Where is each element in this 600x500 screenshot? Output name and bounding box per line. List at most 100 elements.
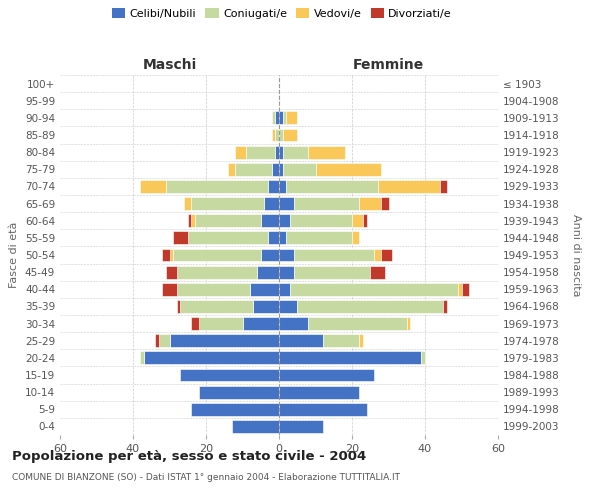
Bar [279, 386, 359, 398]
Bar [363, 214, 367, 227]
Bar [275, 112, 279, 124]
Bar [279, 300, 297, 313]
Bar [308, 146, 344, 158]
Bar [293, 266, 370, 278]
Bar [275, 146, 279, 158]
Bar [261, 214, 279, 227]
Bar [173, 232, 188, 244]
Bar [242, 317, 279, 330]
Bar [191, 317, 199, 330]
Bar [279, 128, 283, 141]
Bar [359, 334, 363, 347]
Bar [308, 317, 407, 330]
Bar [352, 214, 363, 227]
Bar [283, 112, 286, 124]
Bar [235, 146, 246, 158]
Bar [158, 334, 170, 347]
Bar [286, 232, 352, 244]
Bar [352, 232, 359, 244]
Bar [293, 248, 374, 262]
Bar [283, 128, 297, 141]
Bar [177, 300, 181, 313]
Bar [421, 352, 425, 364]
Bar [232, 420, 279, 433]
Bar [253, 300, 279, 313]
Legend: Celibi/Nubili, Coniugati/e, Vedovi/e, Divorziati/e: Celibi/Nubili, Coniugati/e, Vedovi/e, Di… [112, 8, 452, 19]
Bar [443, 300, 447, 313]
Text: Popolazione per età, sesso e stato civile - 2004: Popolazione per età, sesso e stato civil… [12, 450, 366, 463]
Bar [279, 403, 367, 415]
Bar [461, 283, 469, 296]
Bar [181, 300, 253, 313]
Bar [246, 146, 275, 158]
Bar [279, 283, 290, 296]
Bar [188, 232, 268, 244]
Bar [261, 248, 279, 262]
Bar [279, 317, 308, 330]
Bar [191, 214, 195, 227]
Bar [184, 197, 191, 210]
Bar [275, 128, 279, 141]
Bar [166, 180, 268, 193]
Bar [381, 197, 389, 210]
Bar [279, 163, 283, 175]
Bar [162, 283, 177, 296]
Y-axis label: Fasce di età: Fasce di età [10, 222, 19, 288]
Bar [140, 180, 166, 193]
Bar [323, 334, 359, 347]
Bar [279, 248, 293, 262]
Text: Maschi: Maschi [142, 58, 197, 71]
Bar [279, 232, 286, 244]
Bar [155, 334, 158, 347]
Bar [290, 283, 458, 296]
Bar [272, 128, 275, 141]
Bar [283, 146, 308, 158]
Bar [177, 283, 250, 296]
Y-axis label: Anni di nascita: Anni di nascita [571, 214, 581, 296]
Bar [177, 266, 257, 278]
Bar [272, 163, 279, 175]
Bar [162, 248, 170, 262]
Bar [272, 112, 275, 124]
Bar [279, 197, 293, 210]
Bar [265, 197, 279, 210]
Bar [170, 334, 279, 347]
Bar [144, 352, 279, 364]
Bar [283, 163, 316, 175]
Bar [195, 214, 261, 227]
Bar [359, 197, 381, 210]
Bar [316, 163, 381, 175]
Text: COMUNE DI BIANZONE (SO) - Dati ISTAT 1° gennaio 2004 - Elaborazione TUTTITALIA.I: COMUNE DI BIANZONE (SO) - Dati ISTAT 1° … [12, 472, 400, 482]
Bar [293, 197, 359, 210]
Bar [440, 180, 447, 193]
Bar [268, 180, 279, 193]
Bar [374, 248, 381, 262]
Bar [377, 180, 440, 193]
Bar [166, 266, 177, 278]
Bar [188, 214, 191, 227]
Bar [297, 300, 443, 313]
Bar [235, 163, 272, 175]
Bar [199, 317, 242, 330]
Bar [268, 232, 279, 244]
Text: Femmine: Femmine [353, 58, 424, 71]
Bar [191, 197, 265, 210]
Bar [286, 180, 377, 193]
Bar [279, 420, 323, 433]
Bar [279, 334, 323, 347]
Bar [199, 386, 279, 398]
Bar [286, 112, 297, 124]
Bar [279, 352, 421, 364]
Bar [140, 352, 144, 364]
Bar [458, 283, 461, 296]
Bar [228, 163, 235, 175]
Bar [381, 248, 392, 262]
Bar [181, 368, 279, 382]
Bar [169, 248, 173, 262]
Bar [257, 266, 279, 278]
Bar [290, 214, 352, 227]
Bar [370, 266, 385, 278]
Bar [407, 317, 410, 330]
Bar [191, 403, 279, 415]
Bar [250, 283, 279, 296]
